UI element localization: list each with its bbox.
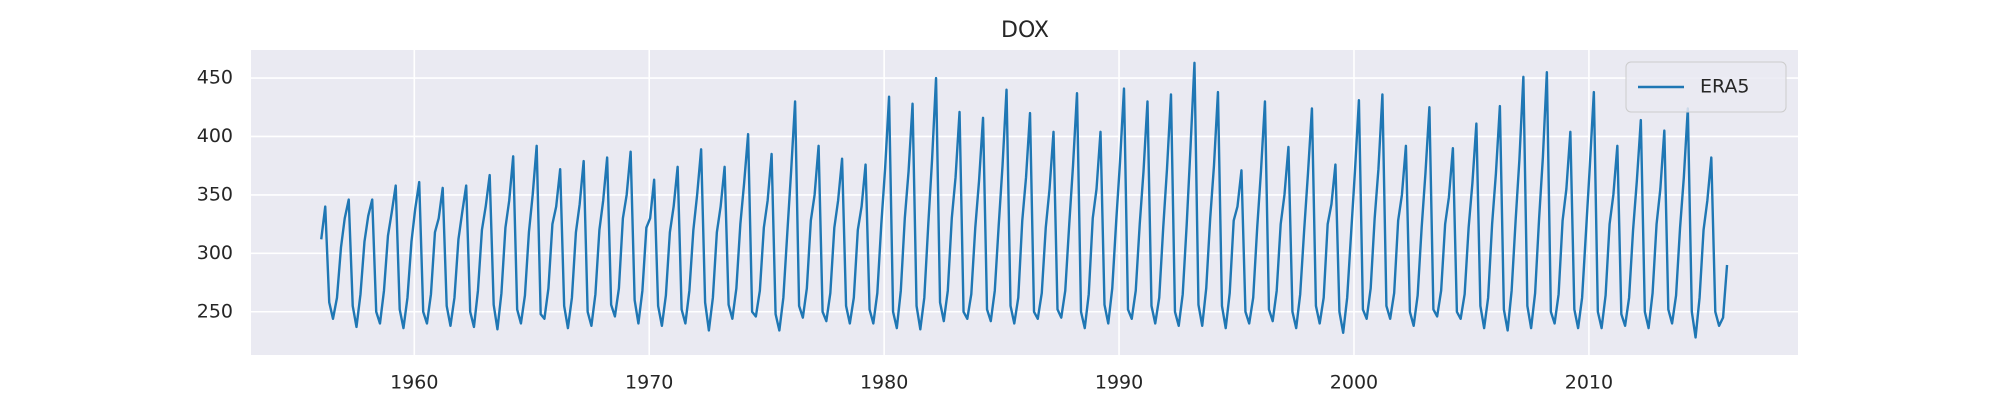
y-tick-label: 350 [197,183,233,205]
data-line [320,61,1729,339]
x-tick-label: 1990 [1095,372,1143,394]
x-tick-label: 2000 [1330,372,1378,394]
y-tick-label: 250 [197,300,233,322]
x-tick-label: 1970 [625,372,673,394]
x-tick-label: 1960 [390,372,438,394]
y-tick-label: 450 [197,67,233,89]
y-tick-label: 300 [197,242,233,264]
x-tick-label: 2010 [1565,372,1613,394]
x-tick-label: 1980 [860,372,908,394]
y-tick-label: 400 [197,125,233,147]
legend-label: ERA5 [1700,76,1750,98]
legend-box [1625,61,1787,113]
chart-title: DOX [1001,18,1049,43]
